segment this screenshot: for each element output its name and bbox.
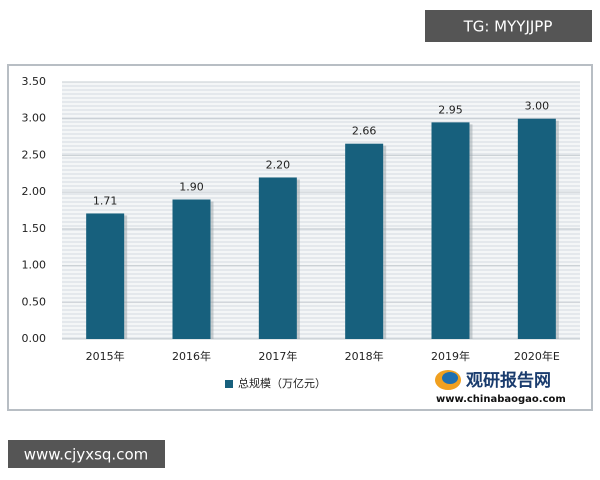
y-tick-label: 0.50	[22, 295, 47, 308]
data-label: 2.95	[438, 103, 463, 116]
y-tick-label: 1.00	[22, 259, 47, 272]
x-tick-label: 2016年	[172, 349, 211, 363]
x-tick-label: 2017年	[258, 349, 297, 363]
bar	[172, 199, 211, 339]
bar	[86, 213, 125, 339]
y-tick-label: 0.00	[22, 332, 47, 345]
x-tick-label: 2018年	[345, 349, 384, 363]
bar	[258, 177, 297, 339]
watermark: TG: MYYJJPP	[463, 18, 553, 36]
watermark-box	[425, 10, 592, 42]
y-tick-label: 3.00	[22, 112, 47, 125]
y-tick-label: 2.00	[22, 185, 47, 198]
data-label: 2.20	[266, 158, 291, 171]
bar	[431, 122, 470, 339]
logo-name: 观研报告网	[465, 370, 551, 391]
x-tick-label: 2019年	[431, 349, 470, 363]
data-label: 2.66	[352, 125, 377, 138]
logo-url: www.chinabaogao.com	[436, 394, 566, 405]
y-tick-label: 1.50	[22, 222, 47, 235]
data-label: 3.00	[525, 100, 550, 113]
watermark-box	[8, 440, 165, 468]
legend-label: 总规模（万亿元）	[238, 376, 326, 390]
data-label: 1.71	[93, 194, 118, 207]
bar	[345, 143, 384, 339]
watermark: www.cjyxsq.com	[24, 446, 149, 464]
y-tick-label: 2.50	[22, 148, 47, 161]
logo-icon	[442, 372, 458, 384]
data-label: 1.90	[179, 180, 204, 193]
y-tick-label: 3.50	[22, 75, 47, 88]
plot-area	[62, 82, 580, 339]
x-tick-label: 2020年E	[514, 349, 560, 363]
x-tick-label: 2015年	[86, 349, 125, 363]
bar	[517, 118, 556, 339]
legend-swatch	[225, 380, 233, 388]
